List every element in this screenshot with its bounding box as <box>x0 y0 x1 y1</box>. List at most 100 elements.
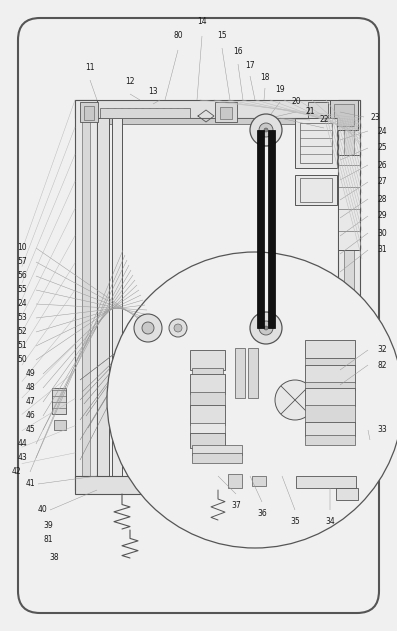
Circle shape <box>107 252 397 548</box>
Circle shape <box>264 128 268 132</box>
Circle shape <box>134 314 162 342</box>
Bar <box>228 474 242 488</box>
Text: 40: 40 <box>37 505 47 514</box>
Bar <box>305 358 355 366</box>
Text: 21: 21 <box>305 107 315 117</box>
Bar <box>190 350 225 370</box>
Bar <box>80 102 98 122</box>
Bar <box>268 130 275 328</box>
Text: 19: 19 <box>275 85 285 95</box>
Bar <box>305 388 355 406</box>
FancyBboxPatch shape <box>18 18 379 613</box>
Circle shape <box>174 324 182 332</box>
Bar <box>190 433 225 448</box>
Text: 48: 48 <box>25 384 35 392</box>
Text: 25: 25 <box>377 143 387 153</box>
Text: 20: 20 <box>291 98 301 107</box>
Text: 13: 13 <box>148 88 158 97</box>
Circle shape <box>259 321 273 335</box>
Text: 36: 36 <box>257 509 267 519</box>
Text: 24: 24 <box>377 126 387 136</box>
Bar <box>192 453 242 463</box>
Bar <box>305 405 355 423</box>
Bar <box>295 118 337 168</box>
Text: 35: 35 <box>290 517 300 526</box>
Text: 32: 32 <box>377 346 387 355</box>
Text: 82: 82 <box>377 360 387 370</box>
Bar <box>338 155 360 250</box>
Bar <box>54 420 66 430</box>
Text: 56: 56 <box>17 271 27 281</box>
Text: 47: 47 <box>25 398 35 406</box>
Text: 22: 22 <box>319 115 329 124</box>
Text: 41: 41 <box>25 480 35 488</box>
Bar <box>190 392 225 407</box>
Text: 53: 53 <box>17 314 27 322</box>
Text: 44: 44 <box>17 440 27 449</box>
Bar <box>336 488 358 500</box>
Bar <box>305 340 355 358</box>
Text: 46: 46 <box>25 411 35 420</box>
Text: 10: 10 <box>17 244 27 252</box>
Text: 81: 81 <box>43 536 53 545</box>
Circle shape <box>264 326 268 330</box>
Bar <box>100 108 190 118</box>
Bar <box>190 405 225 425</box>
Text: 15: 15 <box>217 32 227 40</box>
Text: 52: 52 <box>17 327 27 336</box>
Text: 51: 51 <box>17 341 27 350</box>
Bar <box>192 445 242 455</box>
Text: 17: 17 <box>245 61 255 69</box>
Text: 29: 29 <box>377 211 387 220</box>
Bar <box>112 118 122 476</box>
Text: 42: 42 <box>11 468 21 476</box>
Bar <box>252 476 266 486</box>
Text: 39: 39 <box>43 521 53 529</box>
Bar <box>248 348 258 398</box>
Bar <box>300 178 332 202</box>
Text: 14: 14 <box>197 18 207 27</box>
Circle shape <box>142 322 154 334</box>
Text: 26: 26 <box>377 160 387 170</box>
Text: 34: 34 <box>325 517 335 526</box>
Circle shape <box>250 114 282 146</box>
Text: 43: 43 <box>17 454 27 463</box>
Bar <box>84 106 94 120</box>
Bar <box>305 422 355 436</box>
Text: 23: 23 <box>370 112 380 122</box>
Bar <box>190 423 225 435</box>
Text: 24: 24 <box>17 300 27 309</box>
Bar <box>308 102 328 120</box>
Bar <box>215 102 237 122</box>
Bar <box>235 348 245 398</box>
Bar <box>295 175 337 205</box>
Bar <box>305 365 355 383</box>
Bar <box>257 130 264 328</box>
Text: 55: 55 <box>17 285 27 295</box>
Text: 30: 30 <box>377 228 387 237</box>
Text: 45: 45 <box>25 425 35 435</box>
Bar <box>75 476 360 494</box>
Text: 80: 80 <box>173 32 183 40</box>
Bar <box>338 100 360 494</box>
Bar <box>190 374 225 394</box>
Bar <box>305 435 355 445</box>
Text: 11: 11 <box>85 64 95 73</box>
Circle shape <box>250 312 282 344</box>
Text: 27: 27 <box>377 177 387 187</box>
Bar <box>75 100 97 490</box>
Bar <box>330 100 358 130</box>
Bar <box>220 107 232 119</box>
Text: 16: 16 <box>233 47 243 57</box>
Text: 31: 31 <box>377 245 387 254</box>
Bar <box>300 123 332 163</box>
Text: 49: 49 <box>25 370 35 379</box>
Text: 50: 50 <box>17 355 27 365</box>
Bar <box>296 476 356 488</box>
Text: 28: 28 <box>377 194 387 204</box>
Text: 57: 57 <box>17 257 27 266</box>
Bar <box>75 118 360 124</box>
Text: 38: 38 <box>49 553 59 562</box>
Text: 37: 37 <box>231 502 241 510</box>
Text: 18: 18 <box>260 73 270 83</box>
